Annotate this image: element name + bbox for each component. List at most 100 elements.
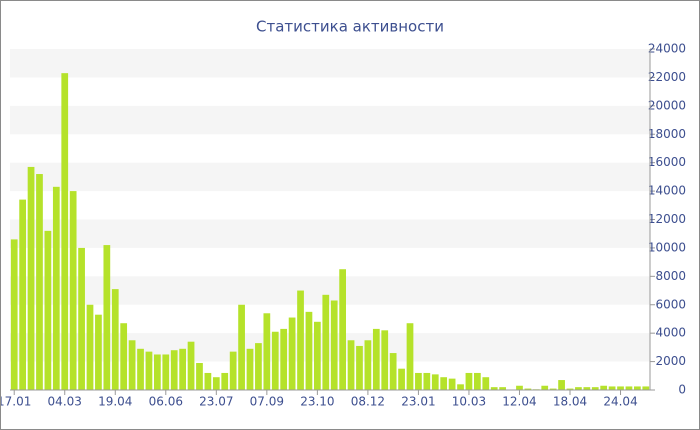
bar <box>27 166 35 390</box>
bar <box>145 351 153 390</box>
bar <box>625 386 633 390</box>
bar <box>389 353 397 390</box>
bar <box>196 363 203 390</box>
y-tick-label: 16000 <box>648 155 686 169</box>
bar <box>591 387 599 390</box>
bar <box>398 368 405 390</box>
bar <box>187 341 195 390</box>
bar <box>583 387 591 390</box>
bar <box>246 348 254 390</box>
bar <box>78 247 85 390</box>
y-tick-label: 20000 <box>648 98 686 112</box>
bar <box>322 294 330 390</box>
x-tick-label: 08.12 <box>351 395 385 409</box>
bar <box>229 351 237 390</box>
bar <box>356 345 363 390</box>
bar <box>381 330 389 390</box>
bar <box>103 245 111 390</box>
bar <box>549 388 557 390</box>
x-tick-label: 10.03 <box>452 395 486 409</box>
bar <box>212 377 220 390</box>
x-tick-label: 18.04 <box>553 395 587 409</box>
bar <box>111 289 119 390</box>
bar <box>364 340 372 390</box>
bar <box>238 304 245 390</box>
bar <box>179 348 186 390</box>
bar <box>406 323 414 390</box>
bar <box>120 323 128 390</box>
bar <box>86 304 94 390</box>
bar <box>516 385 523 390</box>
bar <box>372 328 380 390</box>
bar <box>415 372 422 390</box>
bar <box>575 387 582 390</box>
grid-band <box>10 219 650 248</box>
bar <box>634 386 641 390</box>
bar <box>52 186 60 390</box>
x-tick-label: 06.06 <box>149 395 183 409</box>
bar <box>280 328 288 390</box>
y-tick-label: 24000 <box>648 42 686 56</box>
y-tick-label: 18000 <box>648 127 686 141</box>
bar <box>154 354 161 390</box>
x-tick-label: 07.09 <box>250 395 284 409</box>
bar <box>330 300 338 390</box>
bar <box>44 230 52 390</box>
bar <box>221 372 229 390</box>
x-tick-label: 19.04 <box>98 395 132 409</box>
bar <box>524 388 532 390</box>
bar <box>170 350 178 390</box>
y-tick-label: 4000 <box>655 326 686 340</box>
bar <box>440 377 448 390</box>
x-tick-label: 17.01 <box>1 395 31 409</box>
bar <box>305 311 313 390</box>
bar <box>465 372 473 390</box>
bar <box>297 290 304 390</box>
y-tick-label: 6000 <box>655 297 686 311</box>
y-tick-label: 8000 <box>655 269 686 283</box>
bar <box>347 340 355 390</box>
bar <box>566 388 574 390</box>
grid-band <box>10 162 650 192</box>
x-tick-label: 12.04 <box>502 395 536 409</box>
bar <box>255 343 262 390</box>
bar <box>314 321 321 390</box>
bar <box>61 73 69 390</box>
bar <box>271 331 279 390</box>
y-tick-label: 14000 <box>648 184 686 198</box>
x-tick-label: 23.07 <box>199 395 233 409</box>
bar <box>288 317 296 390</box>
bar <box>204 372 212 390</box>
bar <box>642 386 650 390</box>
bar <box>19 199 26 390</box>
y-tick-label: 0 <box>678 383 686 397</box>
y-tick-label: 12000 <box>648 212 686 226</box>
grid-band <box>10 105 650 135</box>
x-tick-label: 23.01 <box>401 395 435 409</box>
bar <box>95 314 102 390</box>
y-tick-label: 10000 <box>648 240 686 254</box>
bar <box>457 384 464 390</box>
bar <box>499 387 506 390</box>
bar <box>339 269 346 390</box>
bar <box>128 340 136 390</box>
bar <box>558 380 565 390</box>
bar <box>69 191 77 390</box>
x-tick-label: 04.03 <box>48 395 82 409</box>
bar <box>423 372 431 390</box>
bar <box>162 354 170 390</box>
bar <box>137 348 144 390</box>
chart-title: Статистика активности <box>256 18 444 36</box>
y-tick-label: 22000 <box>648 70 686 84</box>
bar <box>617 386 624 390</box>
bar <box>36 174 43 390</box>
y-tick-label: 2000 <box>655 354 686 368</box>
bar <box>431 374 439 390</box>
grid-band <box>10 49 650 78</box>
bar <box>490 387 498 390</box>
bar <box>608 386 616 390</box>
bar <box>474 372 481 390</box>
bar <box>600 385 608 390</box>
